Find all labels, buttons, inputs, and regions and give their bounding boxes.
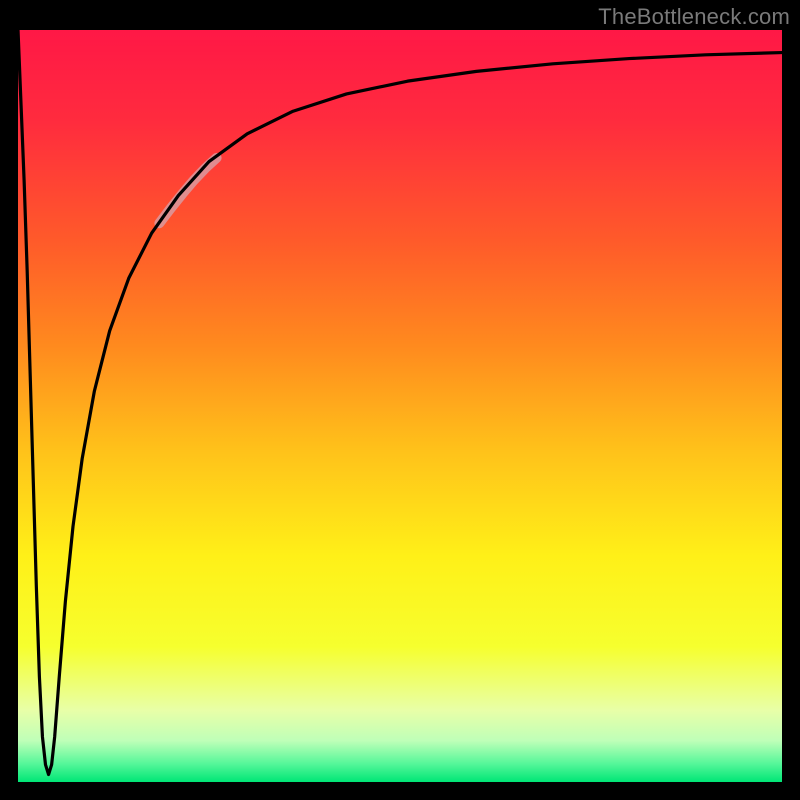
highlight-segment [159,158,216,223]
chart-container: TheBottleneck.com [0,0,800,800]
curve-layer [18,30,782,782]
plot-area [18,30,782,782]
watermark-text: TheBottleneck.com [598,4,790,30]
main-curve [18,30,782,774]
